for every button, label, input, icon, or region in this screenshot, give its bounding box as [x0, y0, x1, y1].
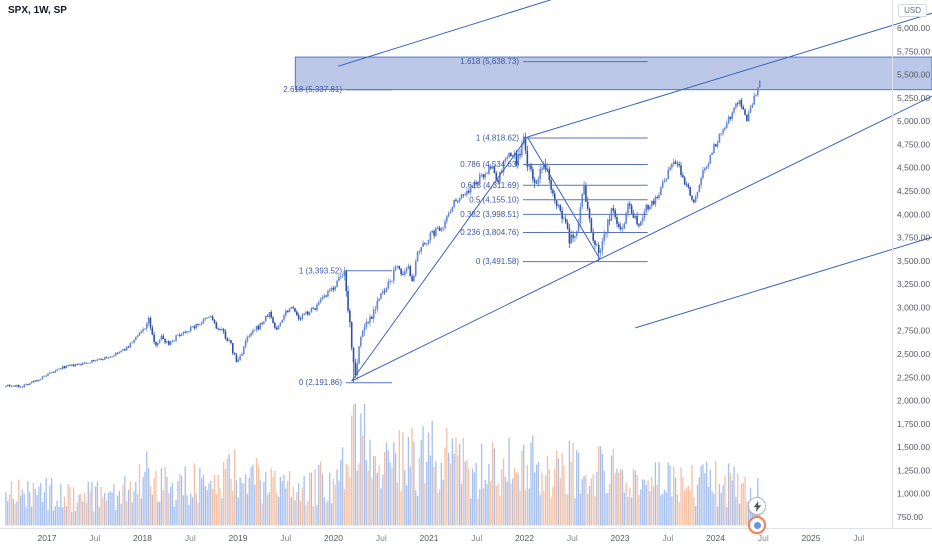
price-axis-label: 3,250.00	[897, 279, 930, 289]
time-axis[interactable]	[0, 529, 932, 550]
currency-button[interactable]: USD	[898, 4, 927, 17]
price-axis-label: 5,500.00	[897, 70, 930, 80]
time-axis-label: 2024	[706, 533, 725, 543]
quick-trade-button[interactable]	[748, 497, 766, 515]
candle-bodies-up	[5, 80, 761, 388]
price-axis-label: 5,750.00	[897, 46, 930, 56]
time-axis-label: 2017	[38, 533, 57, 543]
volume-bars-up	[5, 403, 759, 526]
trend-line[interactable]	[526, 136, 601, 260]
volume-bars-down	[8, 404, 761, 526]
trend-line[interactable]	[351, 136, 528, 382]
price-axis-label: 5,000.00	[897, 116, 930, 126]
candle-wicks-up	[5, 80, 761, 389]
trend-line[interactable]	[351, 95, 932, 382]
price-axis-label: 3,750.00	[897, 233, 930, 243]
price-axis-label: 750.00	[897, 512, 923, 522]
price-axis-label: 4,500.00	[897, 163, 930, 173]
candle-bodies-down	[8, 100, 748, 388]
price-axis-label: 4,250.00	[897, 186, 930, 196]
price-axis-label: 4,750.00	[897, 139, 930, 149]
time-axis-label: 2025	[802, 533, 821, 543]
fib-level-label: 0.618 (4,311.69)	[461, 181, 519, 190]
price-axis-label: 1,000.00	[897, 489, 930, 499]
time-axis-label: 2018	[133, 533, 152, 543]
trend-line[interactable]	[635, 236, 932, 329]
price-axis[interactable]	[893, 0, 932, 528]
broker-account-button[interactable]	[748, 516, 766, 534]
price-axis-label: 2,750.00	[897, 326, 930, 336]
price-axis-label: 4,000.00	[897, 209, 930, 219]
fib-level-label: 0 (2,191.86)	[299, 378, 342, 387]
time-axis-label: Jul	[376, 533, 387, 543]
fib-level-label: 1 (3,393.52)	[299, 266, 342, 275]
fib-level-label: 0.382 (3,998.51)	[460, 210, 519, 219]
price-axis-label: 1,500.00	[897, 442, 930, 452]
time-axis-label: Jul	[89, 533, 100, 543]
price-axis-label: 2,500.00	[897, 349, 930, 359]
fib-level-label: 1 (4,818.62)	[476, 134, 519, 143]
time-axis-label: Jul	[471, 533, 482, 543]
symbol-title[interactable]: SPX, 1W, SP	[8, 5, 67, 16]
fib-level-label: 1.618 (5,638.73)	[460, 57, 519, 66]
time-axis-label: 2019	[229, 533, 248, 543]
trend-line[interactable]	[338, 0, 553, 67]
price-axis-label: 2,000.00	[897, 396, 930, 406]
price-axis-label: 2,250.00	[897, 372, 930, 382]
fib-level-label: 0.786 (4,534.63)	[460, 160, 519, 169]
time-axis-label: Jul	[280, 533, 291, 543]
fib-level-label: 2.618 (5,337.81)	[283, 85, 342, 94]
price-axis-label: 3,000.00	[897, 302, 930, 312]
account-ring-icon	[753, 521, 761, 529]
trend-line[interactable]	[527, 12, 932, 138]
fib-level-label: 0 (3,491.58)	[476, 257, 519, 266]
fib-level-label: 0.5 (4,155.10)	[469, 195, 519, 204]
time-axis-label: Jul	[853, 533, 864, 543]
price-axis-label: 5,250.00	[897, 93, 930, 103]
fib-level-label: 0.236 (3,804.76)	[460, 228, 519, 237]
supply-zone[interactable]	[294, 56, 932, 91]
lightning-bolt-icon	[753, 500, 761, 512]
time-axis-label: Jul	[662, 533, 673, 543]
price-axis-label: 1,250.00	[897, 465, 930, 475]
time-axis-label: 2020	[324, 533, 343, 543]
time-axis-label: Jul	[758, 533, 769, 543]
time-axis-label: 2021	[420, 533, 439, 543]
time-axis-label: Jul	[567, 533, 578, 543]
price-axis-label: 1,750.00	[897, 419, 930, 429]
time-axis-label: 2023	[611, 533, 630, 543]
price-axis-label: 3,500.00	[897, 256, 930, 266]
time-axis-label: Jul	[185, 533, 196, 543]
price-axis-label: 6,000.00	[897, 23, 930, 33]
time-axis-label: 2022	[515, 533, 534, 543]
